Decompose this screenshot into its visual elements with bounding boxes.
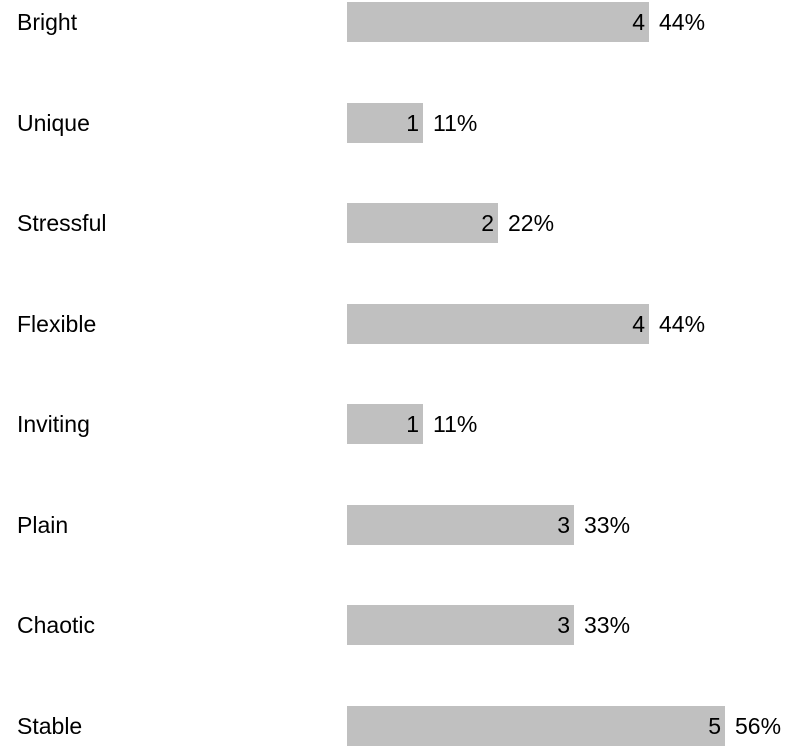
bar-count-label: 5: [708, 713, 721, 739]
bar-percent-label: 56%: [735, 713, 782, 739]
category-label: Unique: [17, 110, 90, 136]
category-label: Inviting: [17, 411, 90, 437]
bar: [347, 2, 649, 42]
category-label: Stable: [17, 713, 83, 739]
bar: [347, 605, 574, 645]
bar-count-label: 4: [632, 311, 645, 337]
bar-percent-label: 11%: [433, 411, 478, 437]
bar: [347, 103, 423, 143]
bar-percent-label: 11%: [433, 110, 478, 136]
bar: [347, 404, 423, 444]
category-label: Stressful: [17, 210, 107, 236]
bar-percent-label: 44%: [659, 311, 706, 337]
bar-count-label: 2: [481, 210, 494, 236]
bar-percent-label: 33%: [584, 512, 631, 538]
category-label: Bright: [17, 9, 78, 35]
category-label: Flexible: [17, 311, 97, 337]
bar: [347, 505, 574, 545]
bar: [347, 304, 649, 344]
bar-count-label: 4: [632, 9, 645, 35]
bar-percent-label: 33%: [584, 612, 631, 638]
bar: [347, 203, 498, 243]
bar-count-label: 3: [557, 512, 570, 538]
category-label: Plain: [17, 512, 69, 538]
bar-percent-label: 44%: [659, 9, 706, 35]
category-label: Chaotic: [17, 612, 95, 638]
bar-count-label: 3: [557, 612, 570, 638]
bar-count-label: 1: [406, 411, 419, 437]
bar: [347, 706, 725, 746]
bar-count-label: 1: [406, 110, 419, 136]
bar-percent-label: 22%: [508, 210, 555, 236]
